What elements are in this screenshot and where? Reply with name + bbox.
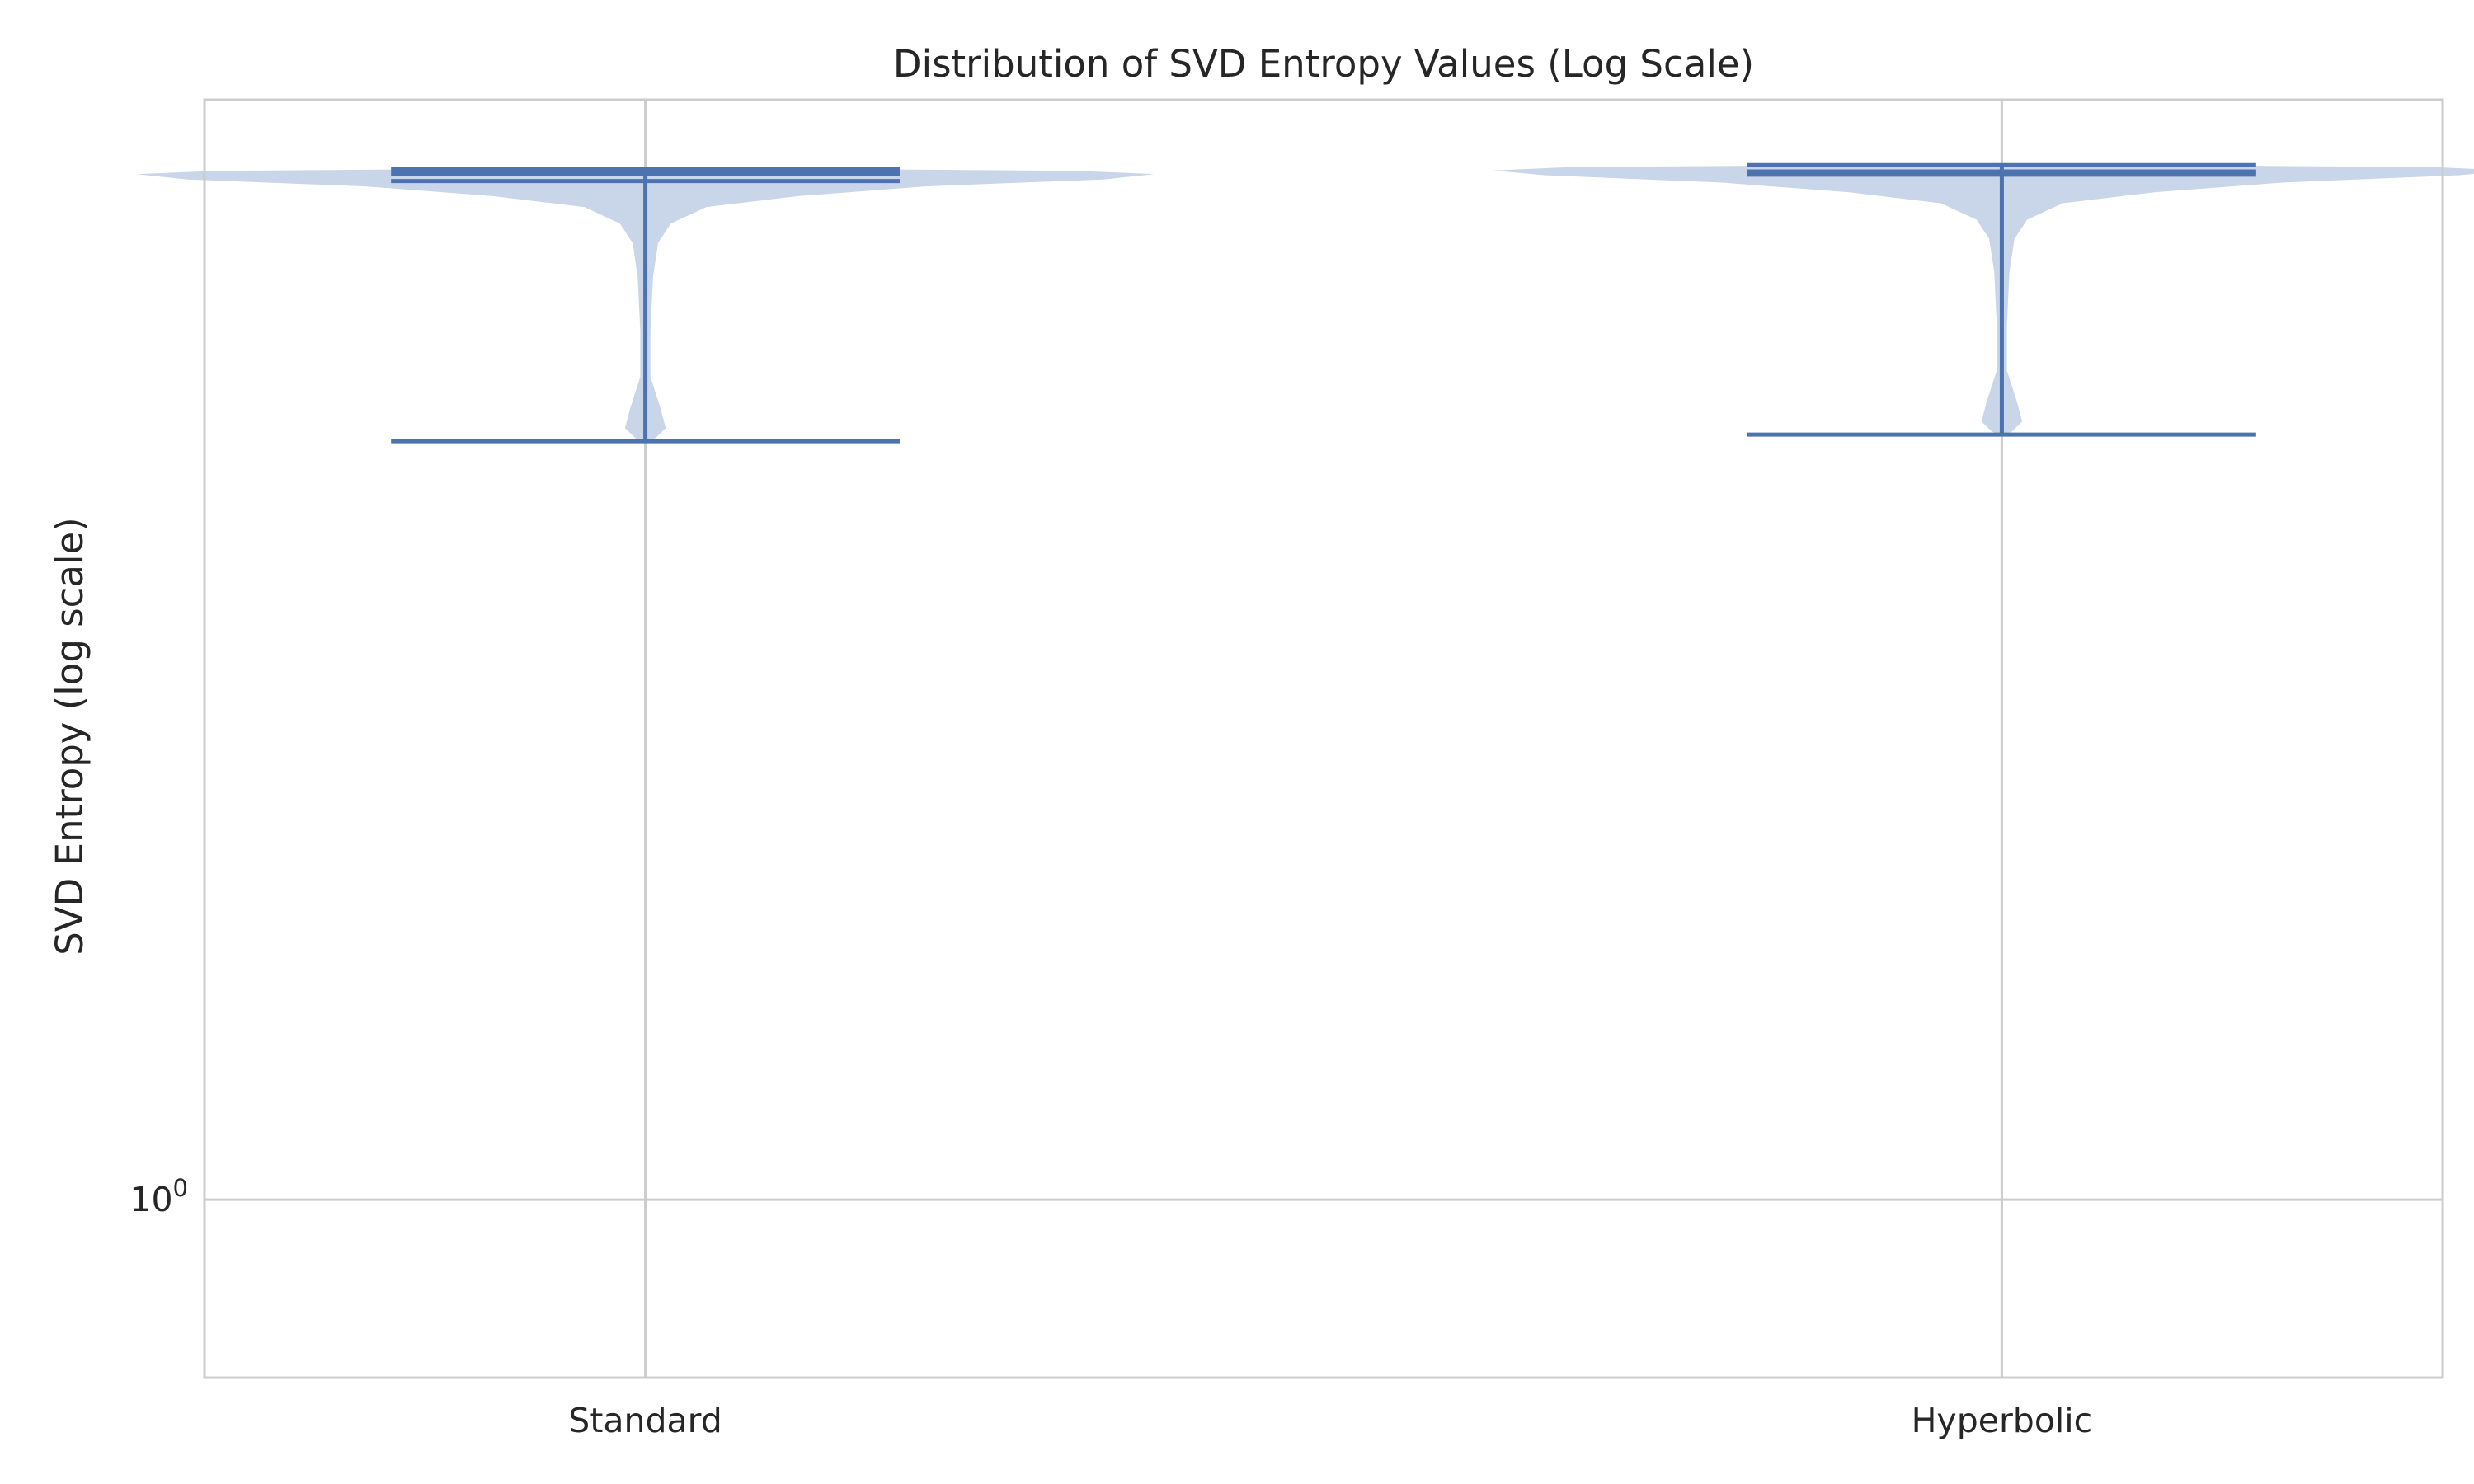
violin-standard — [136, 167, 1155, 444]
chart-title: Distribution of SVD Entropy Values (Log … — [893, 42, 1754, 86]
y-tick-exponent: 0 — [173, 1174, 188, 1202]
x-tick-label: Hyperbolic — [1912, 1401, 2093, 1440]
violin-body — [1493, 165, 2474, 435]
violin-hyperbolic — [1493, 162, 2474, 437]
y-axis-label: SVD Entropy (log scale) — [48, 517, 92, 955]
plot-frame — [203, 98, 2444, 1379]
violin-layer — [136, 162, 2474, 444]
y-tick-base: 10 — [129, 1180, 172, 1219]
y-tick-label: 100 — [129, 1174, 188, 1219]
tick-layer: 100 Standard Hyperbolic — [129, 1174, 2092, 1440]
x-tick-label: Standard — [568, 1401, 722, 1440]
